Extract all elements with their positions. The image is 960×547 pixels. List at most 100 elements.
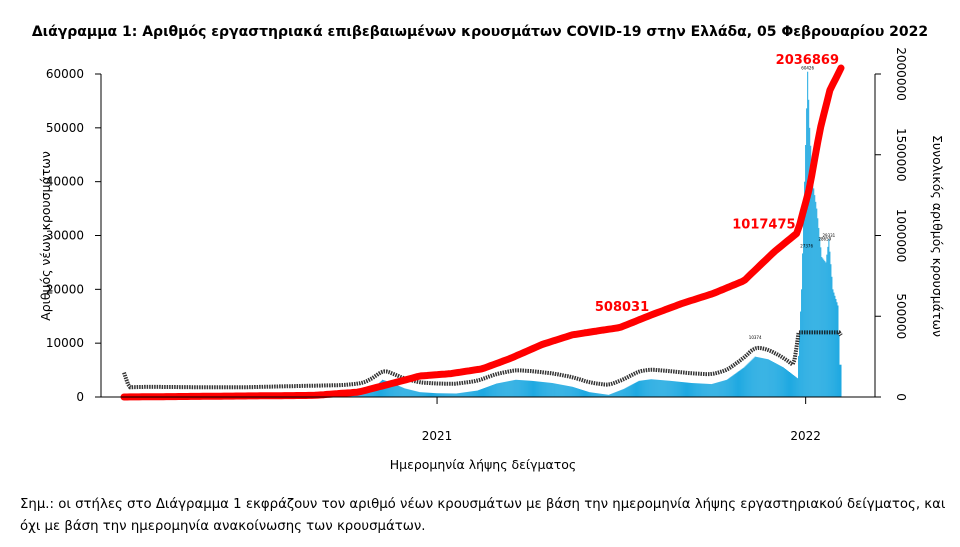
bar xyxy=(589,392,591,397)
bar xyxy=(577,388,579,397)
bar xyxy=(747,363,749,397)
bar xyxy=(528,380,530,397)
bar xyxy=(430,392,432,397)
bar xyxy=(591,392,593,397)
bar xyxy=(624,388,626,397)
bar xyxy=(716,382,718,397)
bar xyxy=(443,393,445,397)
bar xyxy=(436,393,438,397)
bar xyxy=(520,380,522,397)
bar xyxy=(693,383,695,397)
bar xyxy=(715,382,717,397)
bar xyxy=(496,383,498,397)
bar xyxy=(521,380,523,397)
bar xyxy=(555,383,557,397)
bar xyxy=(497,383,499,397)
bar xyxy=(517,379,519,397)
bar xyxy=(388,381,390,397)
bar xyxy=(619,390,621,397)
bar xyxy=(458,393,460,397)
bar xyxy=(519,380,521,397)
bar xyxy=(470,391,472,397)
bar xyxy=(682,382,684,397)
bar xyxy=(503,382,505,397)
bar xyxy=(468,391,470,397)
bar xyxy=(692,383,694,397)
bar xyxy=(630,385,632,397)
bar xyxy=(822,258,824,397)
bar xyxy=(785,369,787,397)
bar xyxy=(473,390,475,397)
bar xyxy=(767,359,769,397)
bar xyxy=(508,381,510,397)
bar xyxy=(653,379,655,397)
bar xyxy=(525,380,527,397)
bar xyxy=(391,382,393,397)
bar xyxy=(461,392,463,397)
bar xyxy=(832,289,834,397)
bar xyxy=(505,381,507,397)
bar xyxy=(761,358,763,397)
bar xyxy=(598,393,600,397)
bar xyxy=(488,386,490,397)
bar xyxy=(819,237,821,397)
cumulative-line xyxy=(120,64,845,401)
cumulative-value-label: 508031 xyxy=(595,300,649,315)
bar xyxy=(475,390,477,397)
bar xyxy=(838,335,840,397)
bar xyxy=(762,358,764,397)
bar xyxy=(416,391,418,397)
bar xyxy=(810,145,812,397)
bar xyxy=(746,364,748,397)
bar xyxy=(777,364,779,397)
bar xyxy=(840,364,842,397)
bar xyxy=(823,259,825,397)
bar xyxy=(549,382,551,397)
bar xyxy=(632,384,634,397)
bar xyxy=(687,382,689,397)
bar xyxy=(793,375,795,397)
bar xyxy=(471,391,473,397)
bar xyxy=(782,367,784,397)
bar xyxy=(827,246,829,397)
bar xyxy=(498,383,500,397)
bar xyxy=(722,380,724,397)
bar xyxy=(387,381,389,397)
bar xyxy=(487,386,489,397)
bar xyxy=(476,390,478,397)
bar xyxy=(720,381,722,397)
bar xyxy=(735,373,737,397)
bar xyxy=(640,380,642,397)
bar xyxy=(684,382,686,397)
bar xyxy=(673,381,675,397)
bar xyxy=(405,388,407,397)
bar xyxy=(719,381,721,397)
bar xyxy=(415,391,417,397)
bar xyxy=(835,299,837,397)
bar xyxy=(546,382,548,397)
bar xyxy=(422,392,424,397)
bar xyxy=(582,390,584,397)
bar xyxy=(718,382,720,397)
bar xyxy=(599,393,601,397)
bar xyxy=(829,251,831,397)
bar xyxy=(651,379,653,397)
bar xyxy=(504,381,506,397)
bar xyxy=(641,380,643,397)
bar xyxy=(660,380,662,397)
bar xyxy=(537,381,539,397)
x-tick-label: 2021 xyxy=(422,429,453,443)
bar xyxy=(623,388,625,397)
bar xyxy=(545,382,547,397)
bar xyxy=(828,239,830,397)
bar xyxy=(392,383,394,397)
bar xyxy=(763,358,765,397)
bar xyxy=(417,391,419,397)
bar xyxy=(424,392,426,397)
bar xyxy=(518,379,520,397)
bar xyxy=(452,393,454,397)
y-right-tick-label: 1000000 xyxy=(894,209,908,262)
bar xyxy=(659,380,661,397)
bar xyxy=(815,201,817,397)
bar xyxy=(556,383,558,397)
